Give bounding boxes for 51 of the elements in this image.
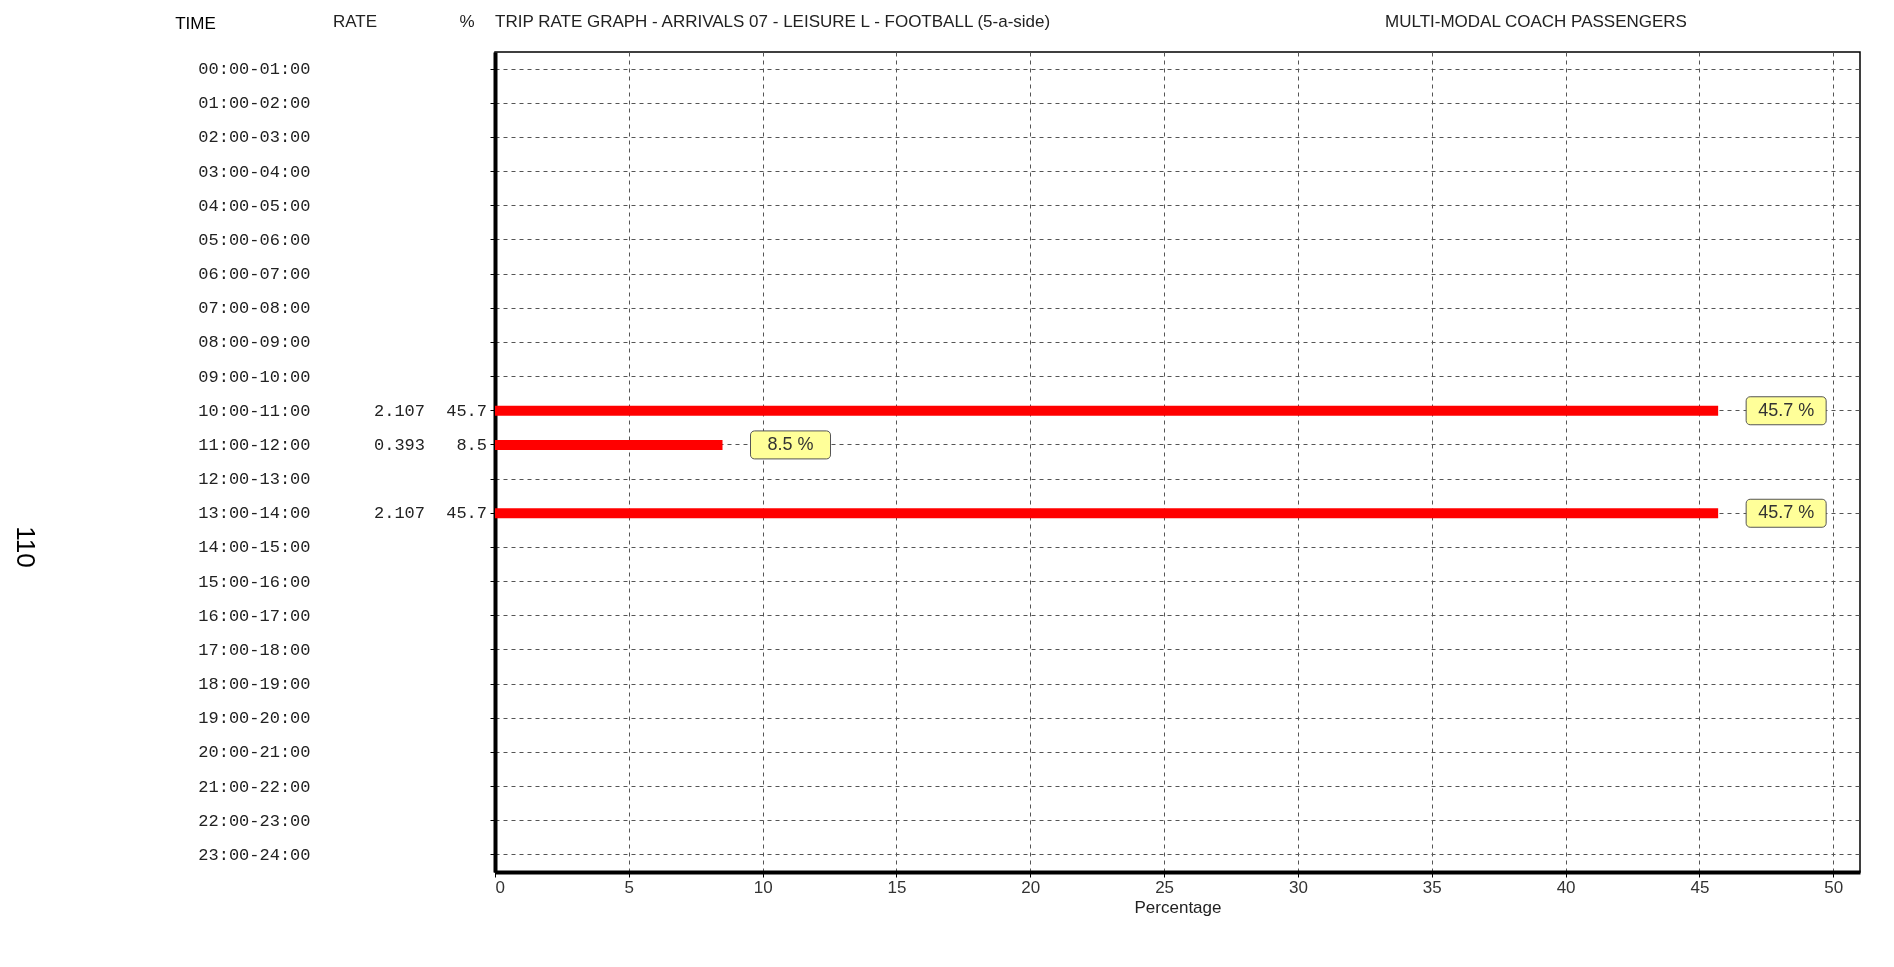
x-tick-label: 10 [753, 877, 773, 897]
y-tick-label: 03:00-04:00 [198, 162, 311, 182]
y-tick-label: 18:00-19:00 [198, 675, 311, 695]
y-tick-label: 21:00-22:00 [198, 777, 311, 797]
text: % [459, 12, 475, 31]
y-tick-label: 09:00-10:00 [198, 367, 311, 387]
x-tick-label: 35 [1422, 877, 1442, 897]
y-tick-label: 23:00-24:00 [198, 845, 311, 865]
y-tick-label: 01:00-02:00 [198, 94, 311, 114]
y-axis-title: TIME [175, 13, 216, 33]
x-tick-label: 45 [1690, 877, 1710, 897]
y-tick-label: 08:00-09:00 [198, 333, 311, 353]
text: 2.107 [373, 504, 425, 524]
y-tick-label: 13:00-14:00 [198, 504, 311, 524]
data-label: 8.5 % [767, 433, 814, 454]
y-tick-label: 19:00-20:00 [198, 709, 311, 729]
y-tick-label: 16:00-17:00 [198, 606, 311, 626]
y-tick-label: 04:00-05:00 [198, 196, 311, 216]
text: 2.107 [373, 401, 425, 421]
x-tick-label: 5 [624, 877, 635, 897]
y-tick-label: 02:00-03:00 [198, 128, 311, 148]
text: 8.5 [456, 435, 487, 455]
x-tick-label: 20 [1021, 877, 1041, 897]
x-tick-label: 0 [495, 877, 505, 897]
x-tick-label: 40 [1556, 877, 1576, 897]
y-tick-label: 07:00-08:00 [198, 299, 311, 319]
data-label: 45.7 % [1758, 399, 1815, 420]
chart-title: TRIP RATE GRAPH - ARRIVALS 07 - LEISURE L - FOOTBALL (5-a-side) [495, 12, 1051, 31]
x-tick-label: 15 [887, 877, 907, 897]
y-tick-label: 15:00-16:00 [198, 572, 311, 592]
text: 0.393 [373, 435, 425, 455]
y-tick-label: 22:00-23:00 [198, 811, 311, 831]
text: 45.7 [446, 401, 487, 421]
text: 110 [11, 526, 41, 568]
y-tick-label: 17:00-18:00 [198, 640, 311, 660]
y-tick-label: 20:00-21:00 [198, 743, 311, 763]
y-tick-label: 14:00-15:00 [198, 538, 311, 558]
text: 45.7 [446, 504, 487, 524]
x-tick-label: 25 [1155, 877, 1175, 897]
y-tick-label: 12:00-13:00 [198, 470, 311, 490]
x-tick-label: 50 [1824, 877, 1844, 897]
y-tick-label: 05:00-06:00 [198, 230, 311, 250]
text: RATE [332, 12, 378, 31]
y-tick-label: 10:00-11:00 [198, 401, 311, 421]
data-label: 45.7 % [1758, 502, 1815, 523]
x-tick-label: 30 [1288, 877, 1308, 897]
y-tick-label: 11:00-12:00 [198, 435, 311, 455]
x-axis-title: Percentage [1134, 897, 1222, 917]
y-tick-label: 00:00-01:00 [198, 60, 311, 80]
y-tick-label: 06:00-07:00 [198, 265, 311, 285]
chart-subtitle: MULTI-MODAL COACH PASSENGERS [1385, 12, 1687, 31]
